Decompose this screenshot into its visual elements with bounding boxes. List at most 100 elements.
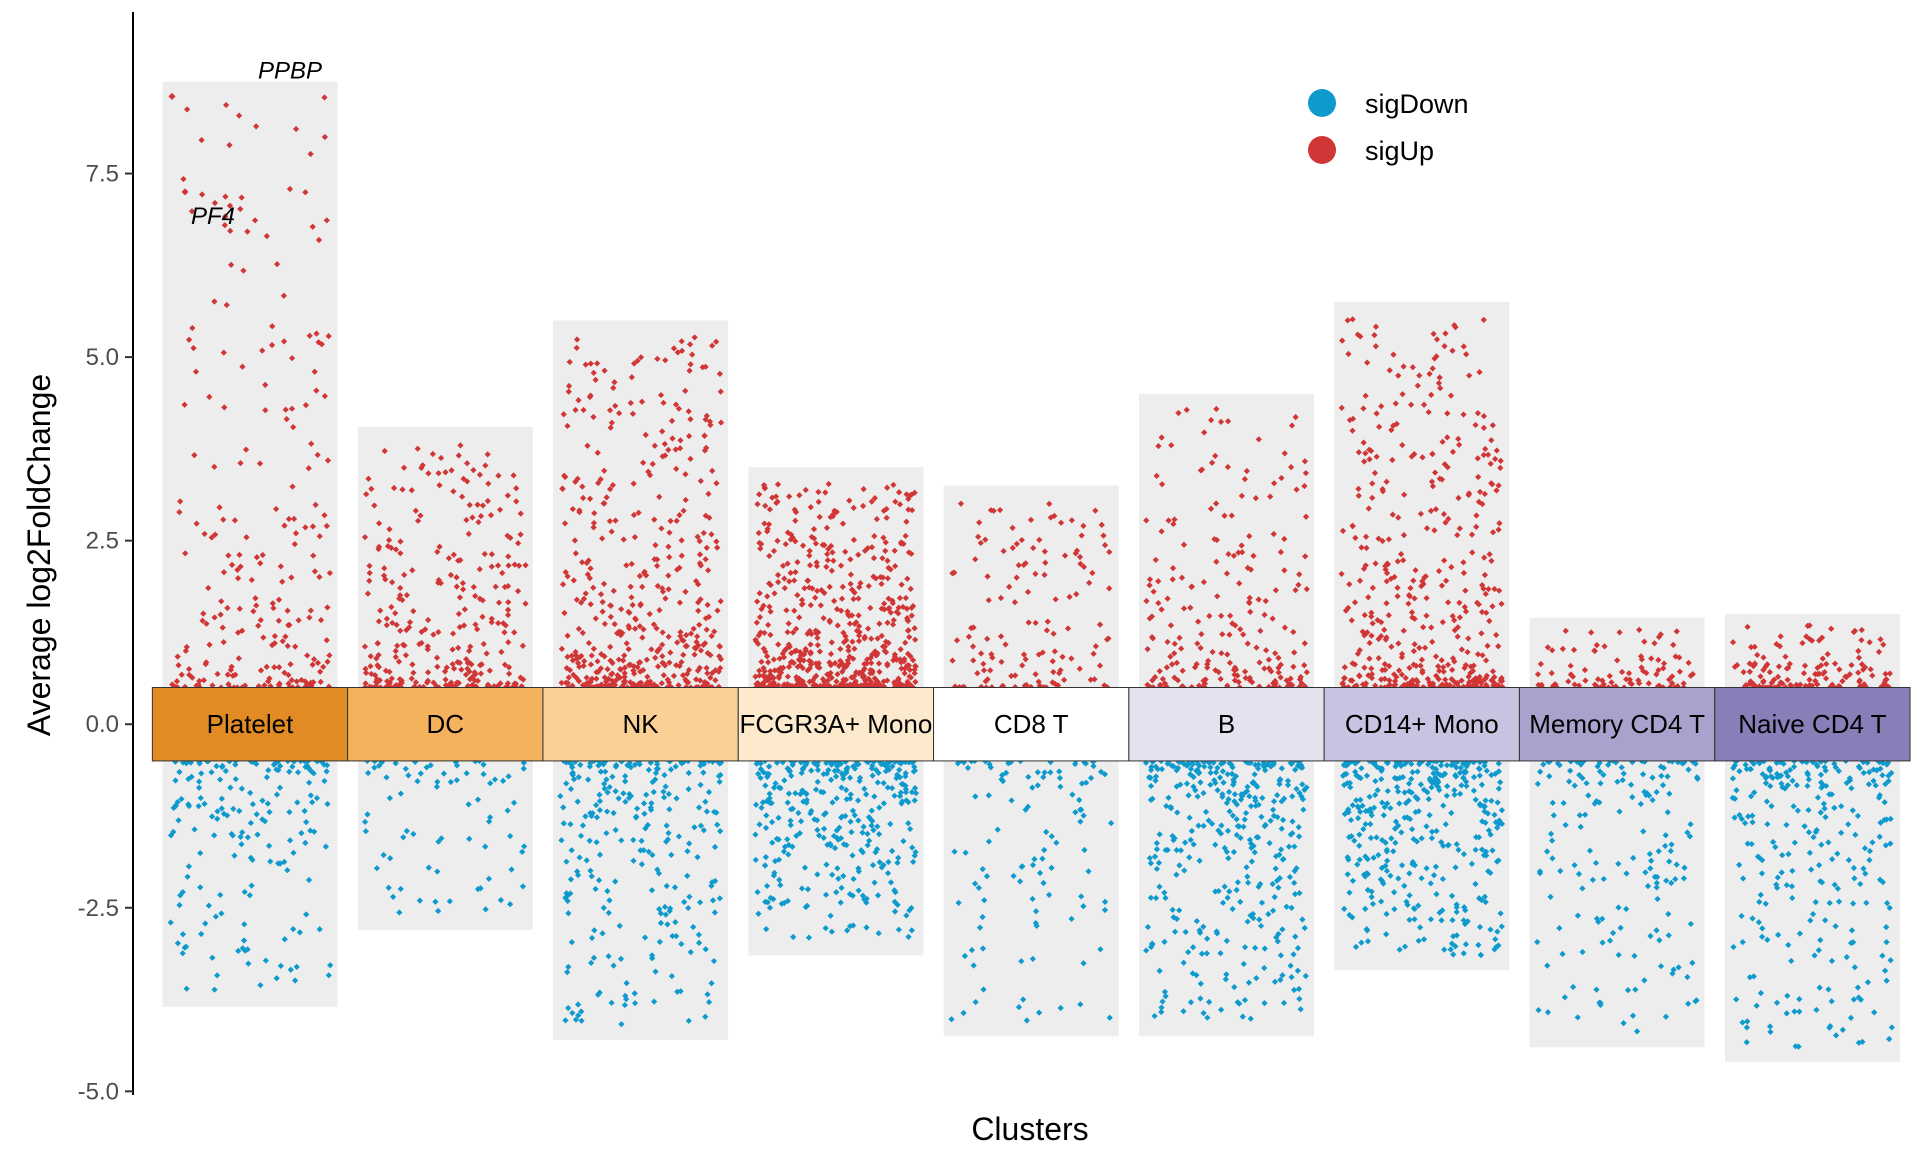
point-down xyxy=(214,972,221,979)
point-up xyxy=(183,106,191,113)
point-up xyxy=(717,598,724,605)
point-down xyxy=(563,890,570,897)
point-up xyxy=(362,665,369,672)
point-up xyxy=(660,672,667,679)
point-up xyxy=(615,656,623,663)
point-up xyxy=(695,599,702,606)
point-up xyxy=(418,639,425,647)
point-up xyxy=(639,583,646,590)
point-up xyxy=(680,651,687,658)
point-up xyxy=(636,623,643,630)
point-up xyxy=(231,517,238,524)
point-down xyxy=(590,954,598,961)
point-up xyxy=(590,519,598,527)
point-up xyxy=(271,664,278,671)
y-tick-label-0: 7.5 xyxy=(86,161,119,188)
point-up xyxy=(208,534,215,541)
point-down xyxy=(560,804,567,811)
point-up xyxy=(315,339,322,346)
point-down xyxy=(265,842,273,849)
point-down xyxy=(229,832,236,839)
point-up xyxy=(374,640,381,647)
point-up xyxy=(572,648,579,656)
point-up xyxy=(702,556,709,563)
point-up xyxy=(565,674,572,681)
point-down xyxy=(466,835,473,843)
point-up xyxy=(659,588,667,595)
point-up xyxy=(273,261,281,268)
point-up xyxy=(588,675,596,682)
point-up xyxy=(455,644,462,651)
point-up xyxy=(713,538,720,545)
point-up xyxy=(235,112,243,119)
point-up xyxy=(275,617,282,624)
point-up xyxy=(601,620,608,628)
point-up xyxy=(220,516,227,523)
point-down xyxy=(631,990,638,997)
point-up xyxy=(436,543,443,550)
point-up xyxy=(682,588,689,595)
point-up xyxy=(504,611,512,619)
point-up xyxy=(620,536,627,543)
point-up xyxy=(580,662,587,670)
point-down xyxy=(638,861,645,868)
point-up xyxy=(285,671,292,679)
point-up xyxy=(266,675,273,682)
point-up xyxy=(397,592,404,599)
point-down xyxy=(402,765,409,772)
point-up xyxy=(635,509,642,516)
point-up xyxy=(371,502,378,509)
point-up xyxy=(697,647,705,654)
point-up xyxy=(425,470,432,477)
gene-label-1: PF4 xyxy=(191,203,235,230)
point-up xyxy=(666,553,673,561)
point-down xyxy=(301,807,308,815)
point-up xyxy=(675,405,683,412)
point-down xyxy=(248,882,255,889)
point-up xyxy=(704,649,711,657)
point-up xyxy=(635,659,643,666)
point-up xyxy=(285,515,293,523)
point-up xyxy=(675,682,682,689)
point-up xyxy=(505,562,512,569)
point-down xyxy=(387,855,394,862)
point-down xyxy=(286,808,293,816)
point-down xyxy=(196,760,203,767)
point-up xyxy=(582,590,589,597)
point-down xyxy=(185,775,192,783)
point-up xyxy=(566,667,574,674)
point-up xyxy=(234,566,241,573)
point-down xyxy=(273,766,280,773)
point-up xyxy=(593,675,600,682)
point-up xyxy=(220,569,228,576)
point-up xyxy=(594,658,601,665)
point-up xyxy=(377,607,384,614)
point-up xyxy=(288,405,296,412)
point-up xyxy=(590,584,597,591)
point-up xyxy=(705,490,712,497)
point-up xyxy=(324,604,331,611)
point-up xyxy=(703,412,710,419)
point-up xyxy=(651,556,658,563)
point-up xyxy=(667,517,674,525)
point-down xyxy=(594,991,602,998)
point-up xyxy=(687,416,694,423)
point-down xyxy=(447,778,454,786)
point-up xyxy=(659,653,666,660)
point-down xyxy=(664,921,671,928)
point-down xyxy=(669,932,676,940)
point-up xyxy=(211,614,218,621)
point-up xyxy=(442,469,449,476)
point-up xyxy=(701,432,708,439)
point-up xyxy=(640,459,647,466)
point-up xyxy=(484,497,491,505)
point-up xyxy=(399,486,406,493)
point-down xyxy=(507,901,514,908)
point-up xyxy=(226,141,233,149)
point-up xyxy=(276,664,283,671)
point-up xyxy=(654,663,662,670)
point-up xyxy=(483,650,490,657)
point-down xyxy=(593,801,600,809)
point-up xyxy=(365,475,372,482)
point-up xyxy=(564,653,571,661)
